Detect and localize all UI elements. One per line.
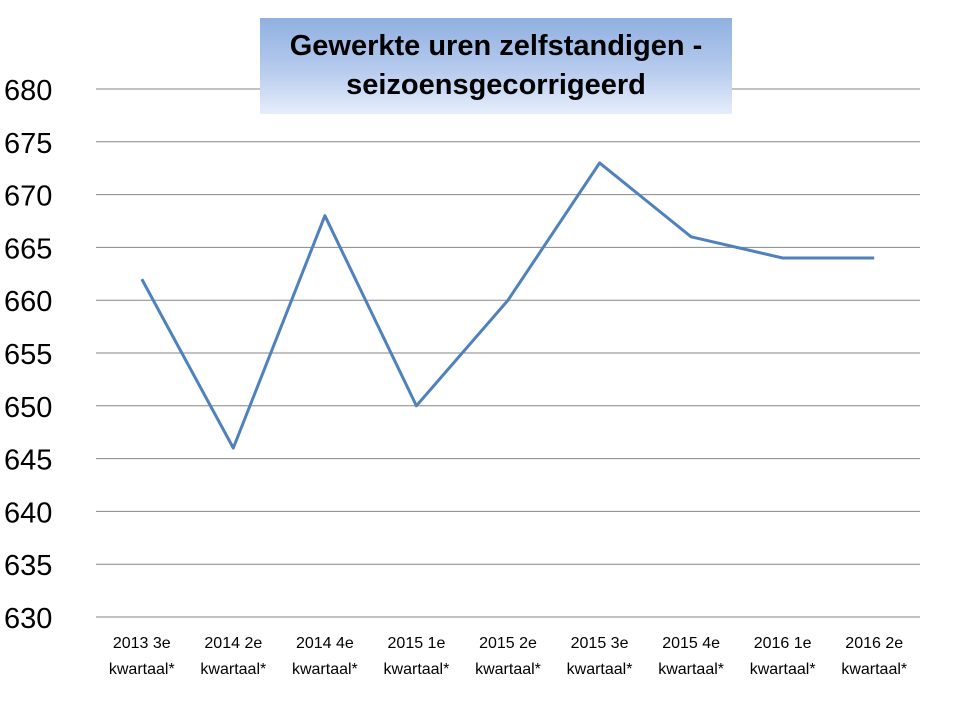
x-tick-label: 2015 2e kwartaal* (475, 635, 541, 678)
y-tick-label: 650 (4, 392, 52, 424)
x-tick-label: 2015 1e kwartaal* (384, 635, 450, 678)
series-line (140, 161, 875, 450)
y-tick-label: 655 (4, 339, 52, 371)
chart-title-line-2: seizoensgecorrigeerd (346, 69, 646, 101)
y-tick-label: 645 (4, 445, 52, 477)
chart-title: Gewerkte uren zelfstandigen - seizoensge… (260, 18, 732, 114)
y-tick-label: 670 (4, 181, 52, 213)
y-tick-label: 660 (4, 286, 52, 318)
y-tick-label: 635 (4, 550, 52, 582)
y-tick-label: 640 (4, 497, 52, 529)
x-tick-label: 2015 3e kwartaal* (567, 635, 633, 678)
x-tick-label: 2015 4e kwartaal* (658, 635, 724, 678)
gridlines (96, 88, 920, 618)
y-axis-tick-labels: 630 635 640 645 650 655 660 665 670 675 680 (4, 75, 52, 635)
y-tick-label: 675 (4, 128, 52, 160)
series-layer (140, 161, 875, 450)
chart-title-line-1: Gewerkte uren zelfstandigen - (289, 30, 703, 62)
x-tick-label: 2014 2e kwartaal* (200, 635, 266, 678)
y-tick-label: 665 (4, 233, 52, 265)
x-tick-label: 2014 4e kwartaal* (292, 635, 358, 678)
y-tick-label: 630 (4, 603, 52, 635)
x-tick-label: 2013 3e kwartaal* (109, 635, 175, 678)
y-tick-label: 680 (4, 75, 52, 107)
x-tick-label: 2016 2e kwartaal* (841, 635, 907, 678)
x-tick-label: 2016 1e kwartaal* (750, 635, 816, 678)
x-axis-tick-labels: 2013 3e kwartaal* 2014 2e kwartaal* 2014 4e k… (109, 635, 907, 678)
